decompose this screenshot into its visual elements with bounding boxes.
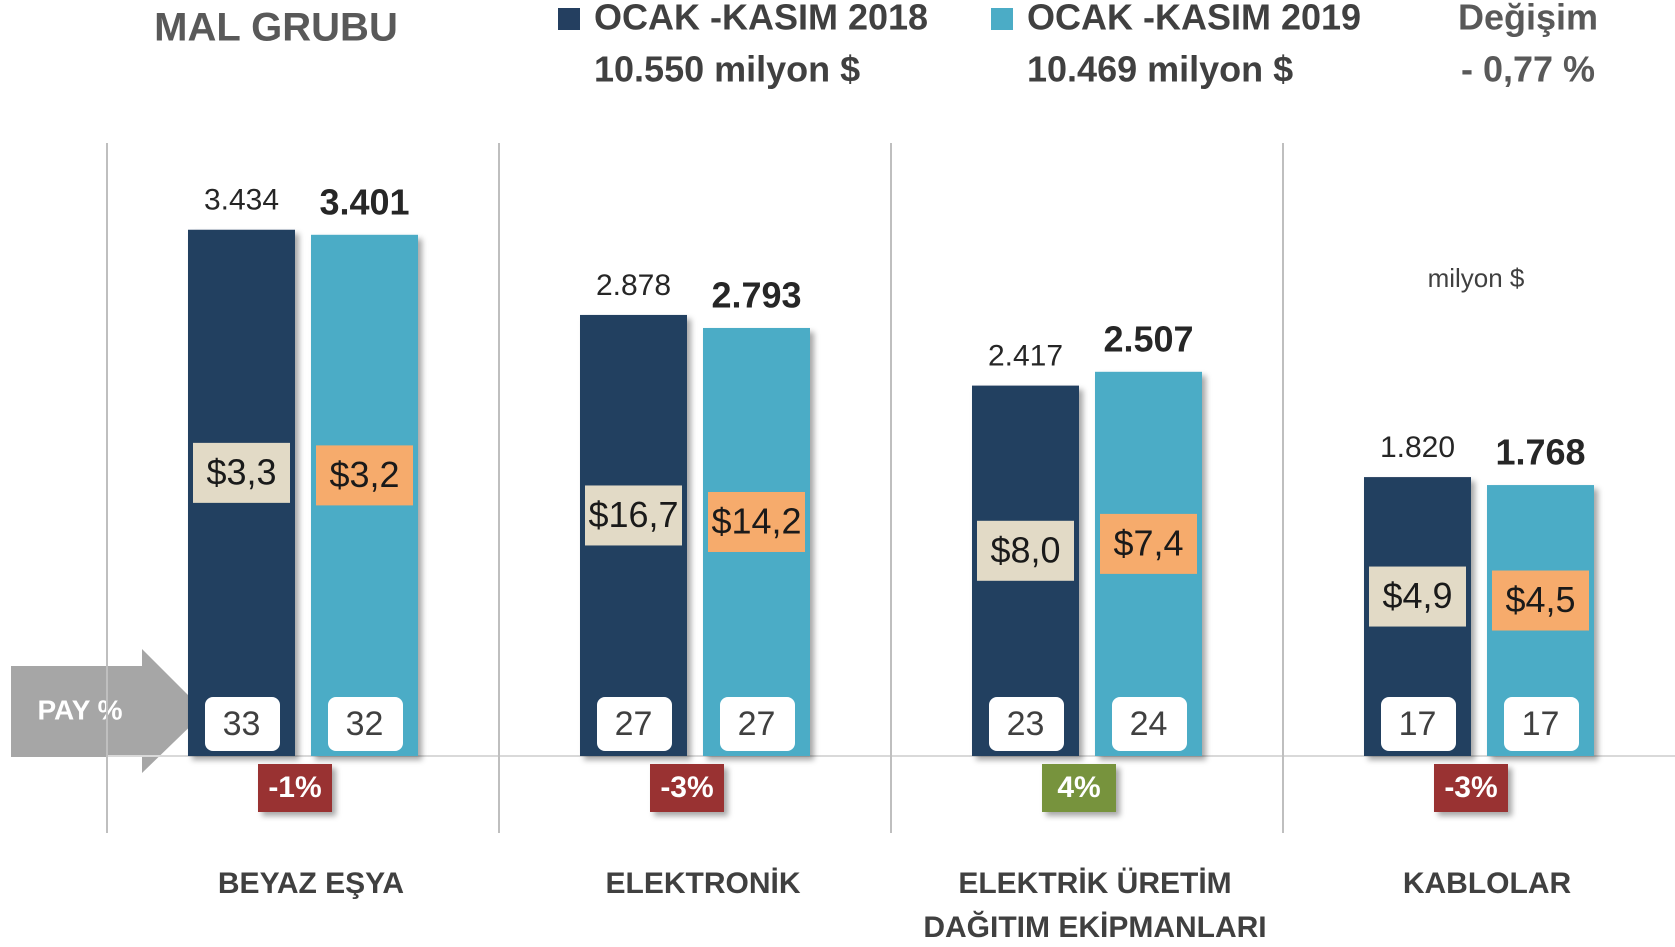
- legend-label: OCAK -KASIM 2019: [1027, 0, 1361, 38]
- change-box: [650, 764, 724, 812]
- x-tick-label: BEYAZ EŞYA: [217, 867, 405, 900]
- legend-swatch: [558, 8, 580, 30]
- price-box: [1492, 570, 1589, 631]
- price-box: [1369, 566, 1466, 627]
- change-label: -3%: [1444, 771, 1497, 804]
- price-box: [193, 442, 290, 503]
- price-box: [1100, 513, 1197, 574]
- price-box: [585, 485, 682, 546]
- share-box: [1504, 697, 1579, 751]
- share-label: 17: [1399, 705, 1437, 743]
- change-box: [1434, 764, 1508, 812]
- change-box: [1042, 764, 1116, 812]
- price-label: $8,0: [990, 529, 1060, 570]
- legend-swatch: [991, 8, 1013, 30]
- price-label: $4,5: [1505, 579, 1575, 620]
- share-label: 24: [1130, 705, 1168, 743]
- price-box: [316, 445, 413, 506]
- share-box: [989, 697, 1064, 751]
- share-label: 27: [615, 705, 653, 743]
- share-label: 33: [223, 705, 261, 743]
- share-label: 17: [1522, 705, 1560, 743]
- legend-total: 10.469 milyon $: [1027, 49, 1293, 90]
- chart-title: MAL GRUBU: [154, 6, 398, 50]
- x-tick-label: ELEKTRONİK: [605, 867, 801, 900]
- price-label: $14,2: [711, 501, 801, 542]
- value-label: 1.768: [1495, 432, 1585, 473]
- share-box: [597, 697, 672, 751]
- share-box: [328, 697, 403, 751]
- price-box: [708, 491, 805, 552]
- legend-total: 10.550 milyon $: [594, 49, 860, 90]
- x-tick-label: ELEKTRİK ÜRETİM DAĞITIM EKİPMANLARI: [923, 867, 1267, 944]
- value-label: 2.878: [596, 269, 671, 302]
- share-box: [1381, 697, 1456, 751]
- share-box: [1112, 697, 1187, 751]
- change-label: 4%: [1057, 771, 1100, 804]
- share-label: 27: [738, 705, 776, 743]
- unit-label: milyon $: [1428, 263, 1525, 293]
- value-label: 3.434: [204, 184, 279, 217]
- share-label: 23: [1007, 705, 1045, 743]
- value-label: 3.401: [319, 181, 409, 222]
- price-box: [977, 520, 1074, 581]
- x-tick-label: KABLOLAR: [1402, 867, 1572, 900]
- change-total: - 0,77 %: [1461, 49, 1595, 90]
- price-label: $7,4: [1113, 522, 1183, 563]
- change-label: -1%: [268, 771, 321, 804]
- share-label: 32: [346, 705, 384, 743]
- change-label: -3%: [660, 771, 713, 804]
- price-label: $4,9: [1382, 575, 1452, 616]
- value-label: 2.793: [711, 274, 801, 315]
- price-label: $3,3: [206, 451, 276, 492]
- share-box: [205, 697, 280, 751]
- change-box: [258, 764, 332, 812]
- price-label: $16,7: [588, 494, 678, 535]
- share-label: PAY %: [37, 694, 122, 725]
- legend-label: OCAK -KASIM 2018: [594, 0, 928, 38]
- share-box: [720, 697, 795, 751]
- value-label: 2.507: [1103, 318, 1193, 359]
- value-label: 2.417: [988, 340, 1063, 373]
- change-header: Değişim: [1458, 0, 1598, 38]
- price-label: $3,2: [329, 454, 399, 495]
- value-label: 1.820: [1380, 431, 1455, 464]
